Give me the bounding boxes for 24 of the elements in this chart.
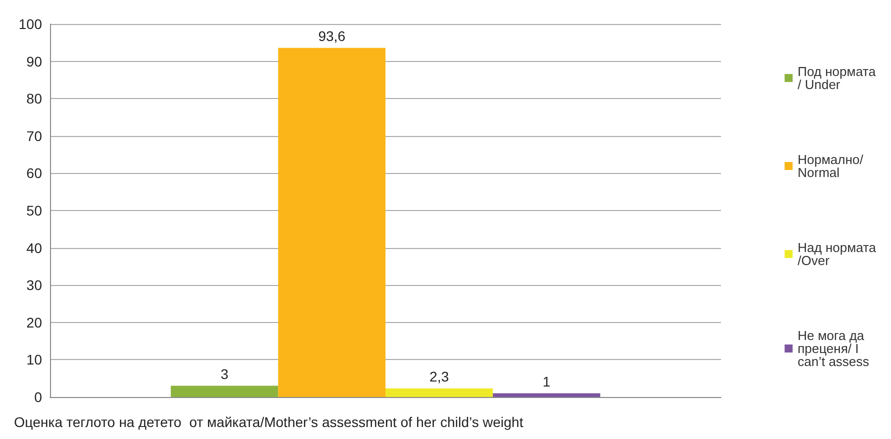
y-tick-label: 70 bbox=[26, 128, 42, 144]
y-tick-label: 80 bbox=[26, 90, 42, 107]
legend-label: Под нормата/ Under bbox=[798, 64, 876, 92]
bar bbox=[492, 393, 600, 397]
data-label: 1 bbox=[542, 373, 551, 390]
legend-label: Над нормата/Over bbox=[798, 240, 877, 268]
bar bbox=[170, 386, 278, 397]
y-tick-label: 90 bbox=[26, 53, 42, 70]
y-tick-label: 20 bbox=[26, 314, 42, 330]
y-tick-label: 30 bbox=[26, 277, 42, 294]
y-tick-label: 0 bbox=[34, 389, 42, 405]
data-label: 3 bbox=[220, 366, 229, 382]
x-axis-title: Оценка теглото на детето от майката/Mother’s assessment of her child’s weight bbox=[14, 414, 524, 430]
legend-label: Не мога да преценя/ I can’t assess bbox=[798, 328, 870, 369]
y-tick-label: 40 bbox=[26, 240, 42, 256]
legend-label: Нормално/ Normal bbox=[798, 152, 867, 180]
y-tick-label: 60 bbox=[26, 165, 42, 182]
data-label: 93,6 bbox=[318, 28, 346, 44]
y-tick-label: 50 bbox=[26, 202, 42, 218]
y-tick-label: 100 bbox=[18, 16, 42, 32]
y-tick-label: 10 bbox=[26, 352, 42, 368]
data-label: 2,3 bbox=[429, 368, 450, 384]
bar bbox=[278, 48, 386, 397]
bar bbox=[386, 388, 493, 397]
